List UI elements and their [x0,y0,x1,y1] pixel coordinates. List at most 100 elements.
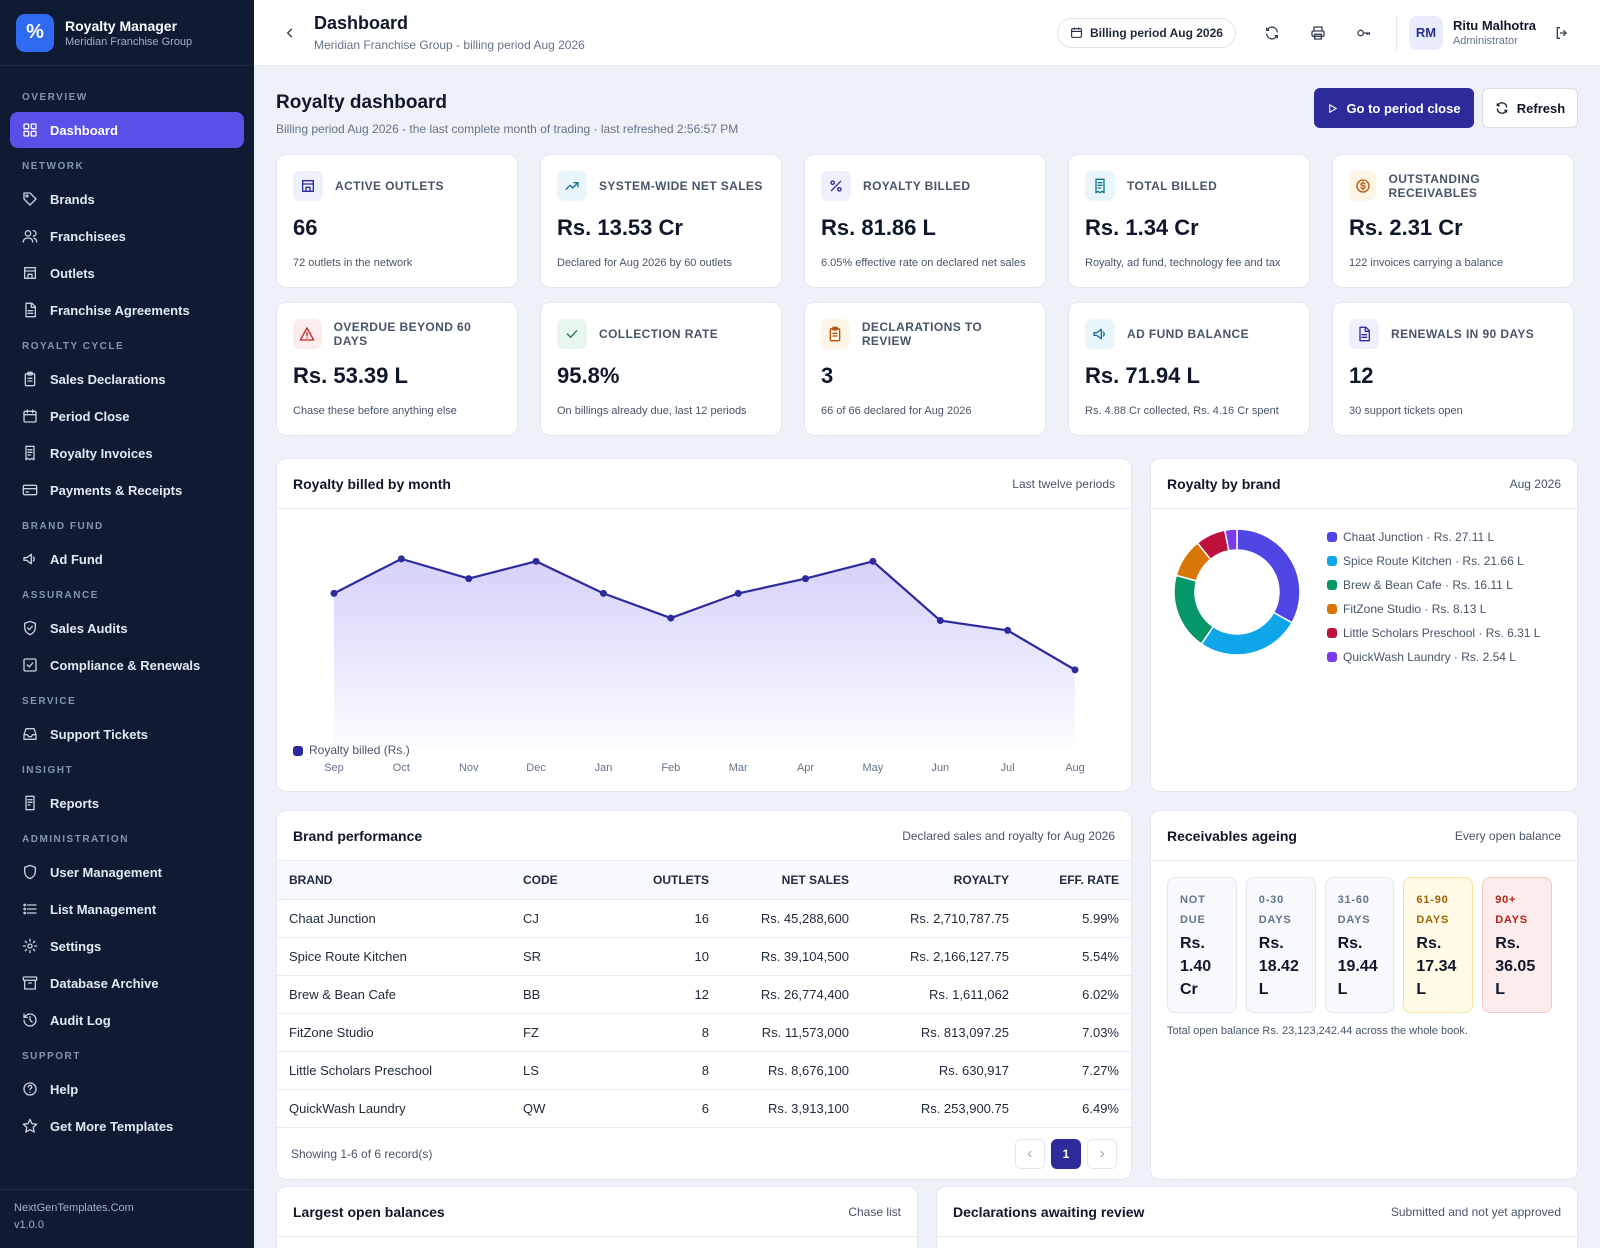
sidebar-item-database-archive[interactable]: Database Archive [10,965,244,1001]
sidebar-item-period-close[interactable]: Period Close [10,398,244,434]
table-row[interactable]: Chaat Junction CJ 16 Rs. 45,288,600 Rs. 2,71… [277,899,1131,938]
table-cell: Rs. 11,573,000 [721,1013,861,1052]
sidebar-item-compliance-renewals[interactable]: Compliance & Renewals [10,647,244,683]
table-row[interactable]: Brew & Bean Cafe BB 12 Rs. 26,774,400 Rs. 1,… [277,975,1131,1014]
data-point[interactable] [532,557,540,565]
kpi-outstanding-receivables[interactable]: OUTSTANDING RECEIVABLES Rs. 2.31 Cr 122 in… [1332,154,1574,288]
data-point[interactable] [667,614,675,622]
sidebar-item-settings[interactable]: Settings [10,928,244,964]
data-point[interactable] [802,575,810,583]
column-header[interactable]: NET SALES [721,861,861,900]
kpi-icon [293,171,323,201]
data-point[interactable] [397,555,405,563]
refresh-button[interactable]: Refresh [1482,88,1578,128]
sidebar-item-help[interactable]: Help [10,1071,244,1107]
data-point[interactable] [936,617,944,625]
legend-label: QuickWash Laundry · Rs. 2.54 L [1343,650,1516,664]
sidebar-item-dashboard[interactable]: Dashboard [10,112,244,148]
kpi-note: Chase these before anything else [293,405,457,417]
prev-page-button[interactable] [1015,1138,1045,1169]
key-button[interactable] [1354,23,1374,43]
donut-slice[interactable] [1173,574,1215,645]
kpi-label: ACTIVE OUTLETS [335,179,444,193]
donut-slice[interactable] [1236,528,1301,624]
chart-legend: Royalty billed (Rs.) [293,743,410,757]
go-to-period-close-button[interactable]: Go to period close [1314,88,1474,128]
sidebar-item-payments-receipts[interactable]: Payments & Receipts [10,472,244,508]
column-header[interactable]: EFF. RATE [1021,861,1131,900]
legend-label: FitZone Studio · Rs. 8.13 L [1343,602,1487,616]
column-header[interactable]: ROYALTY [861,861,1021,900]
legend-label: Royalty billed (Rs.) [309,743,410,757]
data-point[interactable] [734,589,742,597]
card-meta: Declared sales and royalty for Aug 2026 [902,828,1115,843]
sync-button[interactable] [1262,23,1282,43]
page-button-current[interactable]: 1 [1051,1138,1081,1169]
table-row[interactable]: FitZone Studio FZ 8 Rs. 11,573,000 Rs. 813,0… [277,1013,1131,1052]
kpi-overdue-beyond-60-days[interactable]: OVERDUE BEYOND 60 DAYS Rs. 53.39 L Chase t… [276,302,518,436]
sidebar-item-get-more-templates[interactable]: Get More Templates [10,1108,244,1144]
sidebar-item-label: Database Archive [50,975,159,991]
kpi-active-outlets[interactable]: ACTIVE OUTLETS 66 72 outlets in the networ… [276,154,518,288]
sidebar-item-audit-log[interactable]: Audit Log [10,1002,244,1038]
data-point[interactable] [465,575,473,583]
sidebar-footer: NextGenTemplates.Com v1.0.0 [14,1200,134,1234]
donut-slice[interactable] [1223,528,1238,552]
table-cell: Rs. 3,913,100 [721,1089,861,1128]
ageing-bucket[interactable]: NOT DUE Rs. 1.40 Cr [1167,877,1237,1013]
table-row[interactable]: Spice Route Kitchen SR 10 Rs. 39,104,500 Rs.… [277,937,1131,976]
sidebar-item-ad-fund[interactable]: Ad Fund [10,541,244,577]
sidebar-item-label: Outlets [50,265,95,281]
back-button[interactable] [280,23,300,43]
ageing-bucket[interactable]: 61-90 DAYS Rs. 17.34 L [1403,877,1474,1013]
ageing-bucket[interactable]: 90+ DAYS Rs. 36.05 L [1482,877,1552,1013]
data-point[interactable] [330,589,338,597]
kpi-icon [1085,319,1115,349]
kpi-ad-fund-balance[interactable]: AD FUND BALANCE Rs. 71.94 L Rs. 4.88 Cr co… [1068,302,1310,436]
refresh-icon [1496,102,1508,114]
sidebar-item-support-tickets[interactable]: Support Tickets [10,716,244,752]
kpi-total-billed[interactable]: TOTAL BILLED Rs. 1.34 Cr Royalty, ad fund,… [1068,154,1310,288]
kpi-declarations-to-review[interactable]: DECLARATIONS TO REVIEW 3 66 of 66 declared… [804,302,1046,436]
kpi-note: 6.05% effective rate on declared net sal… [821,257,1026,269]
legend-swatch [1327,580,1337,590]
sidebar-item-list-management[interactable]: List Management [10,891,244,927]
sidebar-item-franchisees[interactable]: Franchisees [10,218,244,254]
sidebar-item-brands[interactable]: Brands [10,181,244,217]
sidebar-item-sales-audits[interactable]: Sales Audits [10,610,244,646]
store-icon [22,265,38,281]
ageing-bucket[interactable]: 0-30 DAYS Rs. 18.42 L [1245,877,1316,1013]
column-header[interactable]: OUTLETS [611,861,721,900]
ageing-bucket[interactable]: 31-60 DAYS Rs. 19.44 L [1324,877,1395,1013]
sidebar-item-outlets[interactable]: Outlets [10,255,244,291]
sidebar-item-royalty-invoices[interactable]: Royalty Invoices [10,435,244,471]
avatar[interactable]: RM [1408,15,1443,50]
next-page-button[interactable] [1087,1138,1117,1169]
data-point[interactable] [1004,626,1012,634]
kpi-royalty-billed[interactable]: ROYALTY BILLED Rs. 81.86 L 6.05% effective… [804,154,1046,288]
data-point[interactable] [599,589,607,597]
data-point[interactable] [1071,666,1079,674]
print-button[interactable] [1308,23,1328,43]
data-point[interactable] [869,557,877,565]
donut-slice[interactable] [1200,611,1294,656]
sidebar-item-user-management[interactable]: User Management [10,854,244,890]
donut-legend: Chaat Junction · Rs. 27.11 L Spice Route … [1327,525,1540,669]
kpi-renewals-in-90-days[interactable]: RENEWALS IN 90 DAYS 12 30 support tickets … [1332,302,1574,436]
sidebar-item-franchise-agreements[interactable]: Franchise Agreements [10,292,244,328]
logout-button[interactable] [1552,23,1572,43]
card-title: Royalty billed by month [293,475,451,492]
billing-period-selector[interactable]: Billing period Aug 2026 [1057,17,1236,48]
sidebar-item-reports[interactable]: Reports [10,785,244,821]
user-info[interactable]: Ritu Malhotra Administrator [1453,18,1536,47]
sidebar-item-sales-declarations[interactable]: Sales Declarations [10,361,244,397]
kpi-system-wide-net-sales[interactable]: SYSTEM-WIDE NET SALES Rs. 13.53 Cr Declare… [540,154,782,288]
clipboard-icon [24,371,36,387]
column-header[interactable]: CODE [511,861,611,900]
column-header[interactable]: BRAND [277,861,511,900]
table-row[interactable]: Little Scholars Preschool LS 8 Rs. 8,676,10… [277,1051,1131,1090]
table-row[interactable]: QuickWash Laundry QW 6 Rs. 3,913,100 Rs. 253… [277,1089,1131,1128]
x-tick-label: Jun [931,762,949,774]
kpi-collection-rate[interactable]: COLLECTION RATE 95.8% On billings already … [540,302,782,436]
footer-site[interactable]: NextGenTemplates.Com [14,1202,134,1214]
